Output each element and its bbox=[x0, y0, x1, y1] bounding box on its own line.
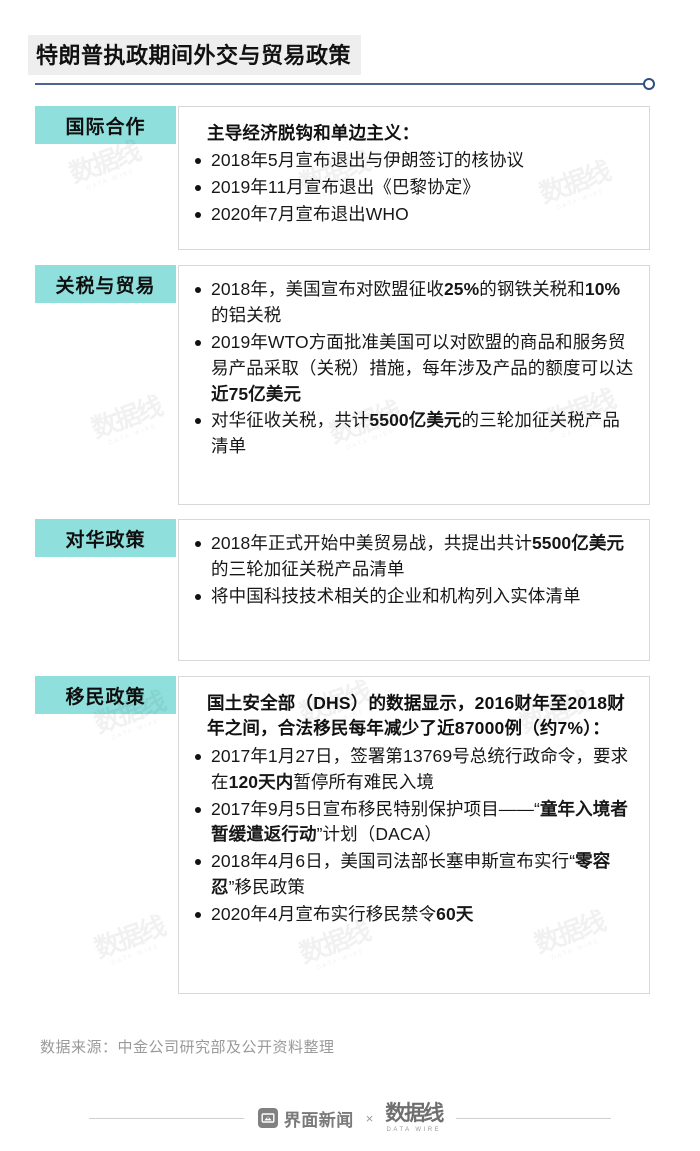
bullet-emphasis: 5500亿美元 bbox=[369, 410, 462, 431]
bullet-item: 2017年9月5日宣布移民特别保护项目——“童年入境者暂缓遣返行动”计划（DAC… bbox=[193, 797, 637, 849]
bullet-text: 暂停所有难民入境 bbox=[293, 771, 435, 792]
bullet-text: 2018年正式开始中美贸易战，共提出共计 bbox=[211, 533, 532, 553]
section-bullet-list: 2018年正式开始中美贸易战，共提出共计5500亿美元的三轮加征关税产品清单将中… bbox=[193, 531, 637, 610]
page-title-band: 特朗普执政期间外交与贸易政策 bbox=[28, 35, 362, 75]
brand-logos: 界面新闻 × 数据线 DATA WIRE bbox=[244, 1103, 457, 1133]
bullet-emphasis: 童年入境者暂缓遣返行动 bbox=[211, 798, 628, 845]
bullet-item: 对华征收关税，共计5500亿美元的三轮加征关税产品清单 bbox=[193, 408, 637, 460]
section-lead-text: 国土安全部（DHS）的数据显示，2016财年至2018财年之间，合法移民每年减少… bbox=[207, 693, 625, 739]
bullet-text: ”计划（DACA） bbox=[316, 824, 442, 845]
section-chip[interactable]: 关税与贸易 bbox=[35, 265, 176, 303]
section-panel: 国土安全部（DHS）的数据显示，2016财年至2018财年之间，合法移民每年减少… bbox=[178, 676, 650, 994]
bullet-text: 2017年9月5日宣布移民特别保护项目——“ bbox=[211, 798, 540, 819]
header-rule-endpoint-icon bbox=[643, 78, 655, 90]
bullet-item: 2020年4月宣布实行移民禁令60天 bbox=[193, 902, 637, 928]
bullet-text: 2018年4月6日，美国司法部长塞申斯宣布实行“ bbox=[211, 851, 576, 872]
bullet-text: 将中国科技技术相关的企业和机构列入实体清单 bbox=[211, 585, 581, 606]
section-chip-label: 关税与贸易 bbox=[55, 275, 156, 297]
bullet-emphasis: 5500亿美元 bbox=[531, 533, 625, 553]
section-panel: 2018年正式开始中美贸易战，共提出共计5500亿美元的三轮加征关税产品清单将中… bbox=[178, 519, 650, 661]
brand-separator: × bbox=[365, 1110, 374, 1126]
jiemian-label: 界面新闻 bbox=[283, 1110, 354, 1130]
bullet-text: 2020年7月宣布退出WHO bbox=[211, 204, 409, 225]
header-rule bbox=[35, 78, 655, 90]
bullet-item: 2020年7月宣布退出WHO bbox=[193, 202, 637, 228]
datawire-label-en: DATA WIRE bbox=[386, 1127, 442, 1133]
page-title: 特朗普执政期间外交与贸易政策 bbox=[36, 43, 352, 68]
bullet-item: 2017年1月27日，签署第13769号总统行政命令，要求在120天内暂停所有难… bbox=[193, 744, 637, 796]
section-panel: 主导经济脱钩和单边主义： 2018年5月宣布退出与伊朗签订的核协议 2019年11月… bbox=[178, 106, 650, 250]
section-bullet-list: 2017年1月27日，签署第13769号总统行政命令，要求在120天内暂停所有难… bbox=[193, 744, 637, 928]
datawire-logo: 数据线 DATA WIRE bbox=[385, 1101, 444, 1134]
bullet-item: 2018年4月6日，美国司法部长塞申斯宣布实行“零容忍”移民政策 bbox=[193, 849, 637, 901]
bullet-emphasis: 120天内 bbox=[228, 771, 294, 792]
bullet-text: 2019年11月宣布退出《巴黎协定》 bbox=[211, 177, 480, 198]
bullet-text: 2020年4月宣布实行移民禁令 bbox=[211, 904, 437, 925]
bullet-item: 2018年，美国宣布对欧盟征收25%的钢铁关税和10% 的铝关税 bbox=[193, 277, 637, 329]
section-panel: 2018年，美国宣布对欧盟征收25%的钢铁关税和10% 的铝关税 2019年WTO方… bbox=[178, 265, 650, 505]
section-chip-label: 对华政策 bbox=[65, 529, 146, 551]
bullet-text: 2018年，美国宣布对欧盟征收 bbox=[211, 279, 444, 299]
bullet-emphasis: 零容忍 bbox=[211, 851, 611, 898]
jiemian-logo: 界面新闻 bbox=[257, 1106, 354, 1131]
bullet-text: ”移民政策 bbox=[228, 877, 305, 898]
bullet-text: 对华征收关税，共计 bbox=[211, 410, 370, 431]
section-chip[interactable]: 对华政策 bbox=[35, 519, 176, 557]
section-chip[interactable]: 移民政策 bbox=[35, 676, 176, 714]
bullet-item: 将中国科技技术相关的企业和机构列入实体清单 bbox=[193, 584, 637, 610]
bullet-item: 2018年正式开始中美贸易战，共提出共计5500亿美元的三轮加征关税产品清单 bbox=[193, 531, 637, 583]
section-bullet-list: 2018年，美国宣布对欧盟征收25%的钢铁关税和10% 的铝关税 2019年WTO方… bbox=[193, 277, 637, 460]
bullet-emphasis: 25% bbox=[443, 279, 480, 299]
datawire-label-cn: 数据线 bbox=[385, 1101, 444, 1125]
section-lead-text: 主导经济脱钩和单边主义： bbox=[207, 123, 420, 143]
bullet-text: 2018年5月宣布退出与伊朗签订的核协议 bbox=[211, 150, 525, 171]
bullet-item: 2019年WTO方面批准美国可以对欧盟的商品和服务贸易产品采取（关税）措施，每年… bbox=[193, 330, 637, 408]
bullet-item: 2019年11月宣布退出《巴黎协定》 bbox=[193, 175, 637, 201]
section-chip-label: 国际合作 bbox=[65, 116, 146, 138]
bullet-text: 2019年WTO方面批准美国可以对欧盟的商品和服务贸易产品采取（关税）措施，每年… bbox=[211, 331, 634, 378]
source-note: 数据来源：中金公司研究部及公开资料整理 bbox=[40, 1039, 335, 1056]
bullet-emphasis: 60天 bbox=[436, 904, 474, 925]
brand-divider-right bbox=[456, 1117, 612, 1119]
bullet-text: 的三轮加征关税产品清单 bbox=[211, 410, 620, 457]
section-chip[interactable]: 国际合作 bbox=[35, 106, 176, 144]
header-rule-line bbox=[35, 83, 647, 85]
section-chip-label: 移民政策 bbox=[65, 686, 146, 708]
bullet-emphasis: 近75亿美元 bbox=[211, 383, 302, 404]
section-bullet-list: 2018年5月宣布退出与伊朗签订的核协议 2019年11月宣布退出《巴黎协定》 20… bbox=[193, 148, 637, 228]
bullet-text: 的铝关税 bbox=[211, 304, 282, 325]
jiemian-mark-icon bbox=[257, 1108, 278, 1128]
brand-divider-left bbox=[88, 1117, 244, 1119]
bullet-text: 的钢铁关税和 bbox=[479, 279, 585, 299]
brand-footer: 界面新闻 × 数据线 DATA WIRE bbox=[0, 1095, 700, 1141]
bullet-emphasis: 10% bbox=[584, 279, 621, 299]
bullet-text: 的三轮加征关税产品清单 bbox=[211, 558, 405, 579]
bullet-item: 2018年5月宣布退出与伊朗签订的核协议 bbox=[193, 148, 637, 174]
bullet-text: 2017年1月27日，签署第13769号总统行政命令，要求在 bbox=[211, 745, 629, 792]
